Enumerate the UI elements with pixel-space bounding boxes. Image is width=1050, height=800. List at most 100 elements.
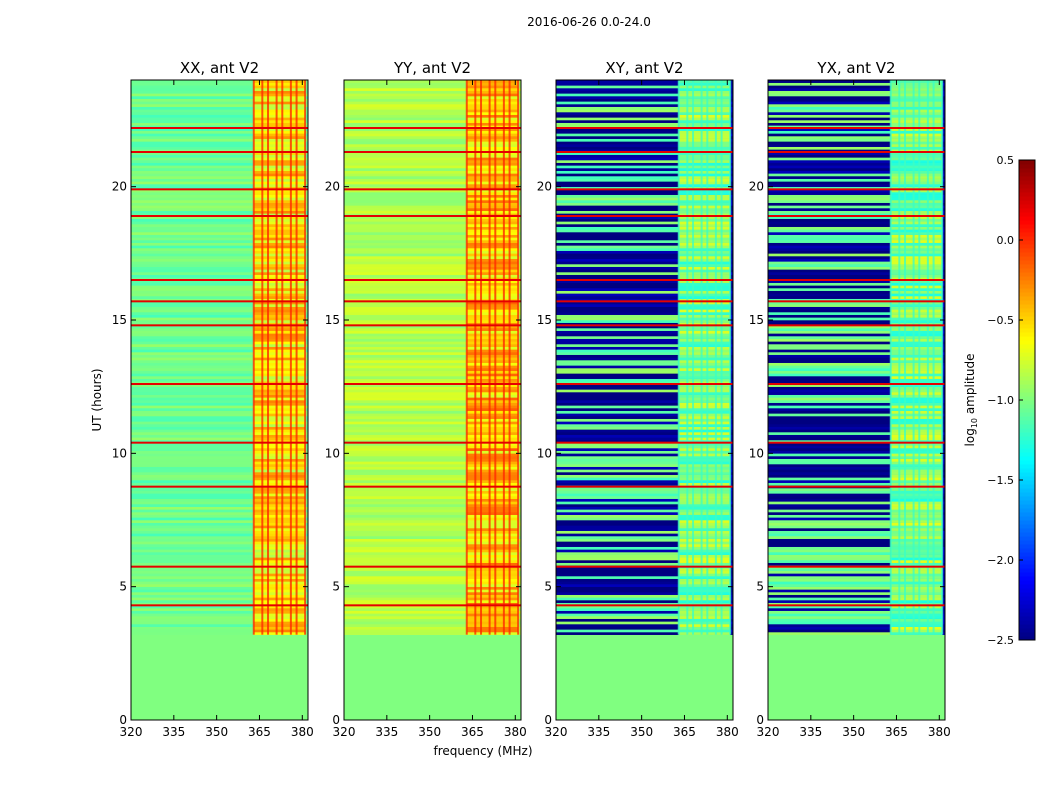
- heatmap-row-tail: [942, 202, 945, 206]
- heatmap-band-cell: [678, 154, 731, 158]
- heatmap-row-tail: [518, 560, 521, 563]
- heatmap-band-cell: [466, 448, 519, 451]
- heatmap-row: [344, 258, 467, 262]
- heatmap-band-cell: [466, 245, 519, 249]
- heatmap-row: [344, 589, 467, 593]
- heatmap-row-tail: [305, 418, 308, 422]
- heatmap-band-cell: [890, 533, 943, 537]
- heatmap-row-tail: [730, 250, 733, 254]
- heatmap-row-tail: [942, 216, 945, 219]
- heatmap-band-cell: [890, 448, 943, 451]
- heatmap-band-cell: [678, 453, 731, 457]
- heatmap-band-cell: [890, 178, 943, 182]
- heatmap-row: [131, 424, 254, 427]
- heatmap-row: [344, 416, 467, 419]
- heatmap-band-cell: [890, 560, 943, 563]
- heatmap-row-tail: [518, 581, 521, 585]
- heatmap-row: [344, 152, 467, 155]
- heatmap-band-cell: [678, 221, 731, 225]
- heatmap-band-cell: [678, 376, 731, 379]
- heatmap-row: [556, 146, 679, 150]
- heatmap-band-cell: [253, 594, 306, 598]
- heatmap-row-tail: [518, 149, 521, 153]
- heatmap-row: [131, 104, 254, 107]
- heatmap-row: [556, 256, 679, 259]
- heatmap-row: [131, 234, 254, 238]
- colorbar-segment: [1019, 612, 1035, 617]
- heatmap-row-tail: [305, 189, 308, 193]
- heatmap-band-cell: [466, 88, 519, 91]
- heatmap-row-tail: [518, 346, 521, 350]
- heatmap-band-cell: [678, 546, 731, 550]
- colorbar-segment: [1019, 496, 1035, 501]
- heatmap-band-cell: [253, 504, 306, 507]
- heatmap-row: [131, 469, 254, 473]
- colorbar-segment: [1019, 532, 1035, 537]
- heatmap-row-tail: [942, 181, 945, 185]
- heatmap-band-cell: [253, 194, 306, 198]
- colorbar-segment: [1019, 332, 1035, 337]
- heatmap-band-cell: [678, 594, 731, 598]
- heatmap-band-cell: [678, 525, 731, 529]
- heatmap-row-tail: [942, 288, 945, 291]
- x-tick-label: 350: [630, 725, 653, 739]
- heatmap-band-cell: [253, 416, 306, 419]
- heatmap-row-tail: [518, 90, 521, 94]
- heatmap-row: [556, 176, 679, 179]
- heatmap-row: [556, 288, 679, 291]
- heatmap-row: [131, 608, 254, 611]
- heatmap-band-cell: [890, 410, 943, 414]
- heatmap-row: [131, 624, 254, 627]
- heatmap-row: [344, 341, 467, 345]
- heatmap-row-tail: [518, 432, 521, 435]
- heatmap-band-cell: [678, 429, 731, 433]
- heatmap-row: [344, 546, 467, 550]
- heatmap-row: [768, 432, 891, 435]
- heatmap-row-tail: [942, 176, 945, 179]
- heatmap-band-cell: [890, 210, 943, 214]
- interference-channel: [488, 80, 491, 635]
- heatmap-band-cell: [890, 117, 943, 121]
- heatmap-row: [768, 408, 891, 411]
- heatmap-row: [768, 496, 891, 499]
- heatmap-band-cell: [678, 317, 731, 321]
- rfi-line: [344, 441, 521, 444]
- heatmap-band-cell: [253, 285, 306, 289]
- heatmap-band-cell: [890, 104, 943, 107]
- heatmap-row-tail: [730, 373, 733, 377]
- heatmap-row: [131, 525, 254, 529]
- heatmap-row: [131, 349, 254, 353]
- heatmap-row: [556, 221, 679, 225]
- heatmap-band-cell: [253, 181, 306, 185]
- heatmap-band-cell: [466, 242, 519, 246]
- heatmap-row-tail: [518, 229, 521, 233]
- heatmap-row-tail: [730, 365, 733, 369]
- heatmap-row: [344, 442, 467, 446]
- interference-channel: [289, 80, 292, 635]
- heatmap-row: [344, 384, 467, 387]
- heatmap-row: [131, 229, 254, 233]
- heatmap-row-tail: [305, 248, 308, 251]
- heatmap-band-cell: [466, 272, 519, 275]
- heatmap-band-cell: [466, 402, 519, 406]
- heatmap-band-cell: [466, 149, 519, 153]
- heatmap-row-tail: [942, 261, 945, 265]
- heatmap-row: [768, 146, 891, 150]
- heatmap-band-cell: [253, 605, 306, 609]
- heatmap-row-tail: [942, 448, 945, 451]
- heatmap-band-cell: [466, 136, 519, 139]
- heatmap-row: [556, 272, 679, 275]
- heatmap-band-cell: [253, 152, 306, 155]
- interference-channel: [941, 80, 944, 635]
- heatmap-row-tail: [730, 509, 733, 513]
- x-tick-label: 365: [248, 725, 271, 739]
- heatmap-band-cell: [890, 253, 943, 257]
- heatmap-row: [768, 434, 891, 438]
- heatmap-row-tail: [942, 573, 945, 577]
- heatmap-band-cell: [466, 365, 519, 369]
- heatmap-row-tail: [518, 133, 521, 137]
- heatmap-row: [344, 184, 467, 187]
- heatmap-row-tail: [305, 506, 308, 510]
- heatmap-row-tail: [730, 621, 733, 625]
- heatmap-row-tail: [518, 514, 521, 518]
